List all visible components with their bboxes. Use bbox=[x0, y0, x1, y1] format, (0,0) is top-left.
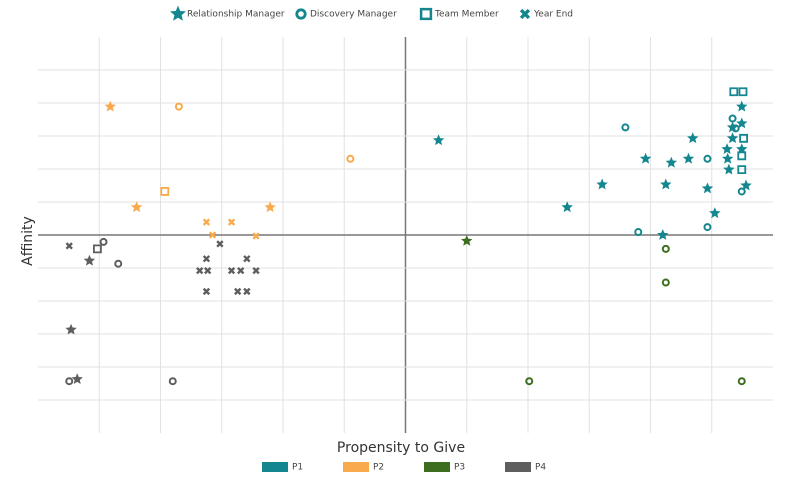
legend-swatch bbox=[262, 462, 288, 472]
point bbox=[736, 100, 748, 112]
point bbox=[346, 154, 355, 163]
point bbox=[243, 255, 251, 263]
point bbox=[728, 114, 737, 123]
point bbox=[687, 132, 699, 144]
point bbox=[729, 87, 739, 97]
point bbox=[682, 152, 695, 164]
legend-marker bbox=[295, 8, 307, 20]
point bbox=[736, 143, 748, 155]
point bbox=[227, 218, 236, 226]
point bbox=[740, 179, 752, 191]
legend-marker bbox=[419, 7, 433, 21]
legend-swatch bbox=[343, 462, 369, 472]
legend-marker bbox=[519, 8, 531, 20]
point bbox=[174, 102, 183, 111]
point bbox=[93, 244, 102, 254]
point bbox=[634, 228, 643, 236]
point bbox=[665, 156, 678, 168]
point bbox=[196, 266, 204, 275]
point bbox=[65, 323, 77, 335]
point bbox=[130, 201, 143, 213]
point bbox=[721, 152, 734, 164]
point bbox=[160, 187, 170, 196]
point bbox=[202, 218, 211, 226]
point bbox=[701, 182, 714, 194]
point bbox=[252, 232, 260, 240]
legend-label: Year End bbox=[533, 10, 573, 20]
legend-swatch bbox=[424, 462, 450, 472]
point bbox=[104, 100, 116, 112]
point bbox=[234, 287, 242, 296]
point bbox=[71, 373, 83, 385]
point bbox=[208, 231, 217, 239]
point bbox=[216, 240, 224, 248]
point bbox=[736, 117, 748, 129]
point bbox=[202, 255, 211, 263]
point bbox=[709, 207, 721, 219]
point bbox=[737, 377, 746, 386]
legend-label: Team Member bbox=[434, 10, 499, 20]
point bbox=[168, 377, 177, 386]
point bbox=[227, 266, 236, 275]
point bbox=[202, 287, 211, 296]
point bbox=[737, 187, 746, 196]
point bbox=[596, 178, 608, 190]
point bbox=[739, 133, 748, 143]
legend-label: P4 bbox=[535, 463, 546, 473]
point bbox=[703, 223, 712, 232]
point bbox=[721, 143, 733, 155]
legend-label: Relationship Manager bbox=[187, 10, 285, 20]
point bbox=[65, 377, 74, 386]
point bbox=[65, 242, 73, 250]
y-axis-label: Affinity bbox=[20, 216, 36, 266]
point bbox=[243, 287, 251, 296]
point bbox=[621, 123, 630, 132]
point bbox=[264, 201, 276, 213]
point bbox=[726, 132, 739, 144]
point bbox=[83, 254, 96, 266]
point bbox=[661, 244, 670, 253]
legend-label: Discovery Manager bbox=[310, 10, 397, 20]
point bbox=[661, 278, 670, 287]
point bbox=[252, 266, 260, 275]
legend-label: P3 bbox=[454, 463, 465, 473]
point bbox=[432, 134, 445, 146]
point bbox=[737, 151, 747, 161]
legend-swatch bbox=[505, 462, 531, 472]
point bbox=[204, 266, 212, 275]
point bbox=[114, 259, 123, 268]
x-axis-label: Propensity to Give bbox=[337, 440, 465, 456]
point bbox=[237, 266, 245, 275]
point bbox=[738, 87, 748, 97]
point bbox=[660, 178, 672, 190]
point bbox=[737, 165, 747, 175]
point bbox=[723, 163, 735, 175]
point bbox=[639, 152, 652, 164]
legend-label: P1 bbox=[292, 463, 303, 473]
point bbox=[703, 154, 712, 163]
point bbox=[731, 124, 740, 133]
point bbox=[561, 201, 573, 213]
point bbox=[461, 234, 473, 246]
point bbox=[99, 238, 108, 246]
point bbox=[657, 229, 669, 240]
legend-label: P2 bbox=[373, 463, 384, 473]
legend-marker bbox=[170, 5, 186, 21]
point bbox=[525, 377, 534, 386]
